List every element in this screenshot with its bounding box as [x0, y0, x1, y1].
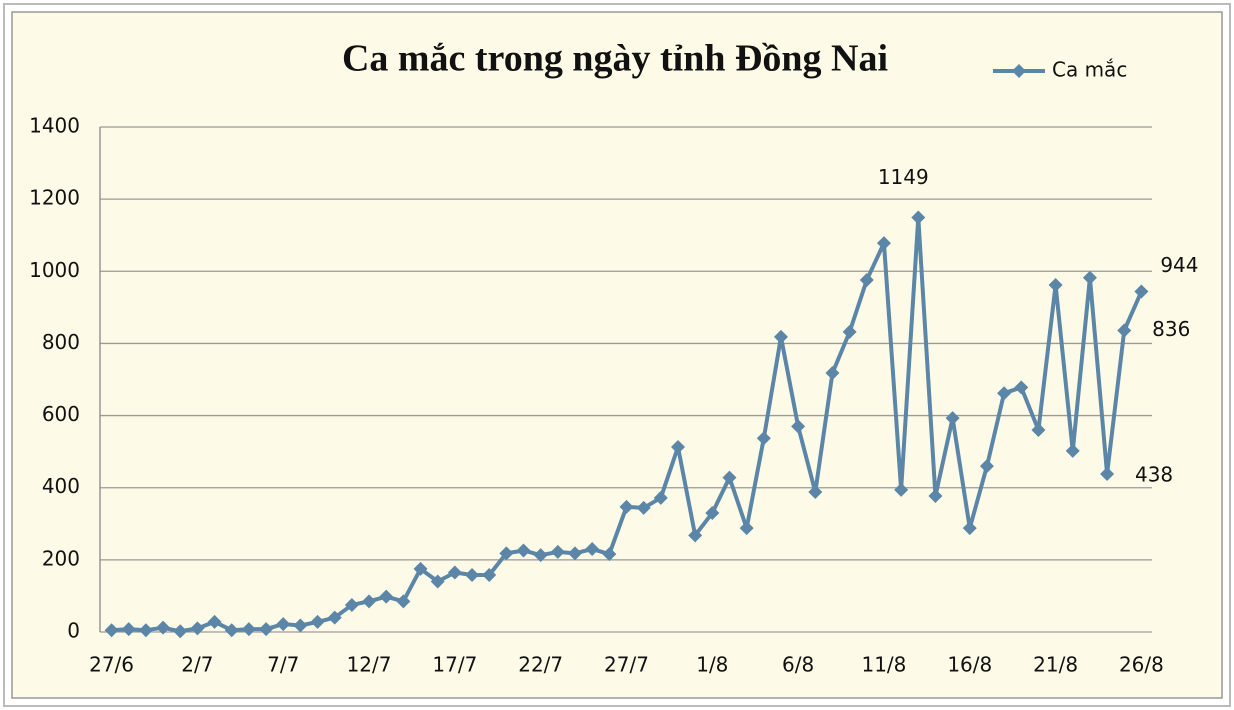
data-point	[516, 543, 531, 558]
data-point	[688, 528, 703, 543]
data-point	[482, 568, 497, 583]
data-point	[1031, 423, 1046, 437]
y-tick-label: 600	[42, 402, 80, 426]
x-tick-label: 7/7	[267, 653, 299, 677]
data-label: 438	[1135, 463, 1173, 487]
x-tick-label: 11/8	[861, 653, 906, 677]
data-point	[310, 614, 325, 629]
data-point	[1014, 380, 1029, 395]
data-point	[636, 500, 651, 515]
data-label: 836	[1152, 317, 1190, 341]
data-point	[808, 485, 823, 500]
data-point	[773, 329, 788, 344]
data-point	[1065, 443, 1080, 458]
x-tick-label: 12/7	[347, 653, 392, 677]
x-tick-label: 2/7	[181, 653, 213, 677]
data-point	[1048, 277, 1063, 292]
data-point	[499, 546, 514, 561]
x-tick-label: 27/6	[89, 653, 134, 677]
data-point	[379, 589, 394, 604]
chart-title: Ca mắc trong ngày tỉnh Đồng Nai	[342, 38, 888, 80]
x-tick-label: 26/8	[1119, 653, 1164, 677]
data-point	[276, 617, 291, 632]
chart-area	[11, 11, 1223, 699]
data-point	[962, 521, 977, 536]
data-point	[121, 622, 136, 637]
data-point	[533, 548, 548, 563]
data-point	[619, 499, 634, 514]
data-point	[602, 547, 617, 562]
data-point	[825, 366, 840, 381]
x-tick-label: 1/8	[696, 653, 728, 677]
x-tick-label: 21/8	[1033, 653, 1078, 677]
data-point	[928, 489, 943, 504]
y-tick-label: 200	[42, 546, 80, 570]
data-point	[653, 490, 668, 505]
y-tick-label: 1400	[29, 114, 80, 138]
x-tick-label: 16/8	[947, 653, 992, 677]
data-point	[722, 470, 737, 485]
data-point	[791, 419, 806, 434]
data-point	[568, 546, 583, 561]
legend-marker	[1012, 64, 1026, 78]
data-point	[894, 482, 909, 497]
y-tick-label: 800	[42, 330, 80, 354]
data-point	[207, 614, 222, 629]
data-point	[447, 565, 462, 580]
data-point	[224, 623, 239, 638]
data-point	[1082, 270, 1097, 285]
data-point	[465, 568, 480, 583]
data-point	[997, 386, 1012, 401]
x-tick-label: 17/7	[432, 653, 477, 677]
data-point	[362, 594, 377, 609]
data-point	[1134, 284, 1149, 299]
data-point	[241, 622, 256, 637]
data-point	[979, 459, 994, 474]
data-point	[739, 521, 754, 536]
data-point	[327, 610, 342, 625]
data-point	[705, 505, 720, 520]
legend-label: Ca mắc	[1052, 58, 1127, 82]
data-label: 944	[1160, 253, 1198, 277]
data-point	[344, 597, 359, 612]
data-point	[842, 324, 857, 339]
data-point	[430, 574, 445, 589]
data-point	[138, 623, 153, 638]
y-tick-label: 1000	[29, 258, 80, 282]
data-point	[585, 542, 600, 557]
data-point	[156, 620, 171, 635]
data-point	[859, 272, 874, 287]
y-tick-label: 0	[67, 619, 80, 643]
data-point	[911, 210, 926, 225]
data-label: 1149	[878, 165, 929, 189]
data-point	[104, 623, 119, 638]
data-point	[190, 621, 205, 636]
data-point	[670, 439, 685, 454]
data-point	[293, 618, 308, 633]
data-point	[396, 594, 411, 609]
x-tick-label: 22/7	[518, 653, 563, 677]
data-point	[550, 544, 565, 559]
data-point	[1117, 323, 1132, 338]
data-point	[173, 624, 188, 639]
data-point	[413, 561, 428, 576]
data-point	[1100, 467, 1115, 482]
data-point	[259, 622, 274, 637]
y-tick-label: 400	[42, 474, 80, 498]
data-point	[945, 411, 960, 426]
x-tick-label: 6/8	[782, 653, 814, 677]
data-point	[876, 236, 891, 251]
x-tick-label: 27/7	[604, 653, 649, 677]
data-point	[756, 431, 771, 446]
y-tick-label: 1200	[29, 186, 80, 210]
